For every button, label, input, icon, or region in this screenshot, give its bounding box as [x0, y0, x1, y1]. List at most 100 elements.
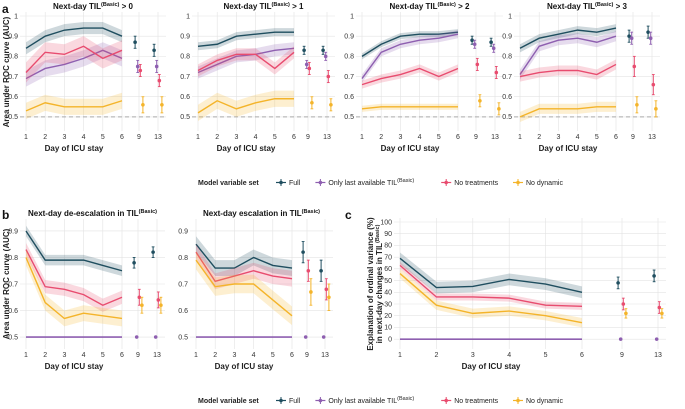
point-no_treat — [307, 66, 312, 71]
series-band-no_treat — [198, 46, 294, 77]
point-no_dyn — [624, 311, 628, 316]
x-tick-label: 5 — [544, 352, 548, 359]
point-full — [302, 48, 306, 53]
y-tick-label: 0.9 — [344, 33, 354, 40]
panel-title: Next-day TIL(Basic) > 2 — [390, 2, 470, 11]
y-tick-label: 0 — [388, 336, 392, 343]
series-band-no_dyn — [26, 92, 122, 119]
y-tick-label: 0.8 — [344, 54, 354, 61]
y-tick-label: 1 — [186, 13, 190, 20]
x-tick-label: 9 — [137, 134, 141, 141]
x-tick-label: 6 — [456, 134, 460, 141]
point-full — [627, 34, 631, 38]
x-tick-label: 13 — [154, 134, 162, 141]
legend-item-label: No dynamic — [526, 180, 563, 187]
point-full — [616, 281, 620, 285]
point-no_treat — [156, 298, 161, 302]
point-full — [470, 38, 474, 43]
point-only_last — [304, 62, 309, 67]
legend-swatch-dot-only_last — [318, 180, 323, 185]
panel-a2: 0.5 0.6 0.7 0.8 0.9 1 1 2 3 4 5 6 9 13 Next-day TIL(Ba… — [180, 2, 335, 153]
point-no_treat — [306, 268, 311, 273]
y-tick-label: 0.5 — [178, 334, 188, 341]
panel-a4: 0.5 0.6 0.7 0.8 0.9 1 1 2 3 4 5 6 9 13 Next-day TIL(Ba… — [502, 2, 660, 153]
x-tick-label: 13 — [323, 134, 331, 141]
legend-item-label: Full — [289, 180, 301, 187]
y-tick-label: 0.9 — [178, 228, 188, 235]
x-axis-label: Day of ICU stay — [45, 144, 104, 153]
legend-swatch-dot-only_last — [318, 398, 323, 403]
series-line-full — [361, 31, 459, 57]
panel-title-sup: (Basic) — [272, 2, 291, 8]
x-tick-label: 2 — [434, 352, 438, 359]
x-tick-label: 5 — [271, 352, 275, 359]
series-line-only_last — [25, 49, 123, 80]
y-tick-label: 0.7 — [8, 74, 18, 81]
x-tick-label: 4 — [418, 134, 422, 141]
x-tick-label: 3 — [398, 134, 402, 141]
panel-title: Next-day de-escalation in TIL(Basic) — [28, 209, 157, 218]
point-no_treat — [651, 82, 656, 87]
point-only_last — [134, 335, 139, 339]
x-tick-label: 9 — [631, 134, 635, 141]
series-line-only_last — [361, 33, 459, 79]
x-tick-label: 6 — [580, 352, 584, 359]
x-tick-label: 1 — [24, 352, 28, 359]
point-only_last — [303, 335, 308, 339]
point-only_last — [472, 42, 477, 47]
point-only_last — [629, 36, 634, 40]
point-no_treat — [137, 295, 142, 300]
x-tick-label: 3 — [556, 134, 560, 141]
x-tick-label: 13 — [654, 352, 662, 359]
series-band-no_treat — [196, 244, 292, 290]
series-line-no_treat — [25, 249, 123, 306]
y-tick-label: 50 — [384, 278, 392, 285]
panel-a3: 0.5 0.6 0.7 0.8 0.9 1 1 2 3 4 5 6 9 13 Next-day TIL(Ba… — [344, 2, 503, 153]
y-tick-label: 0.9 — [8, 33, 18, 40]
x-tick-label: 3 — [234, 134, 238, 141]
panel-title-main: Next-day TIL — [547, 2, 595, 11]
x-tick-label: 1 — [360, 134, 364, 141]
panel-title-tail: > 0 — [119, 2, 133, 11]
y-tick-label: 90 — [384, 231, 392, 238]
panel-title-sup: (Basic) — [302, 209, 321, 215]
point-no_treat — [157, 78, 162, 83]
series-band-full — [198, 28, 294, 51]
x-axis-label: Day of ICU stay — [462, 362, 521, 371]
point-full — [152, 48, 156, 53]
point-no_treat — [657, 305, 662, 310]
point-no_treat — [138, 68, 143, 73]
x-tick-label: 4 — [82, 352, 86, 359]
series-line-only_last — [519, 35, 617, 75]
panel-title: Next-day TIL(Basic) > 3 — [547, 2, 627, 11]
series-band-full — [26, 22, 122, 55]
point-full — [646, 30, 650, 34]
panel-title-main: Next-day TIL — [224, 2, 272, 11]
point-full — [132, 260, 136, 265]
panel-title-sup: (Basic) — [438, 2, 457, 8]
point-only_last — [491, 46, 496, 51]
point-full — [301, 250, 305, 254]
y-axis-label-a: Area under ROC curve (AUC) — [2, 16, 11, 127]
y-axis-label-c2-main: in next-day changes in TIL — [375, 243, 384, 344]
series-line-no_dyn — [25, 100, 123, 112]
y-tick-label: 0.6 — [8, 94, 18, 101]
y-tick-label: 0.6 — [344, 94, 354, 101]
panel-title: Next-day TIL(Basic) > 0 — [53, 2, 133, 11]
point-no_treat — [494, 70, 499, 75]
y-axis-label-c2: in next-day changes in TIL(Basic) — [375, 224, 384, 343]
x-tick-label: 5 — [273, 134, 277, 141]
x-tick-label: 4 — [82, 134, 86, 141]
legend-item-only_last: Only last available TIL(Basic) — [328, 178, 414, 187]
x-tick-label: 13 — [153, 352, 161, 359]
point-no_dyn — [141, 103, 145, 107]
point-no_treat — [326, 74, 331, 79]
x-tick-label: 4 — [254, 134, 258, 141]
legend-item-no_dyn: No dynamic — [526, 398, 563, 405]
series-line-no_dyn — [361, 106, 458, 110]
panel-title-tail: > 1 — [290, 2, 304, 11]
legend-swatch-dot-no_dyn — [516, 180, 520, 185]
y-tick-label: 0.7 — [502, 74, 512, 81]
point-no_dyn — [497, 107, 501, 111]
